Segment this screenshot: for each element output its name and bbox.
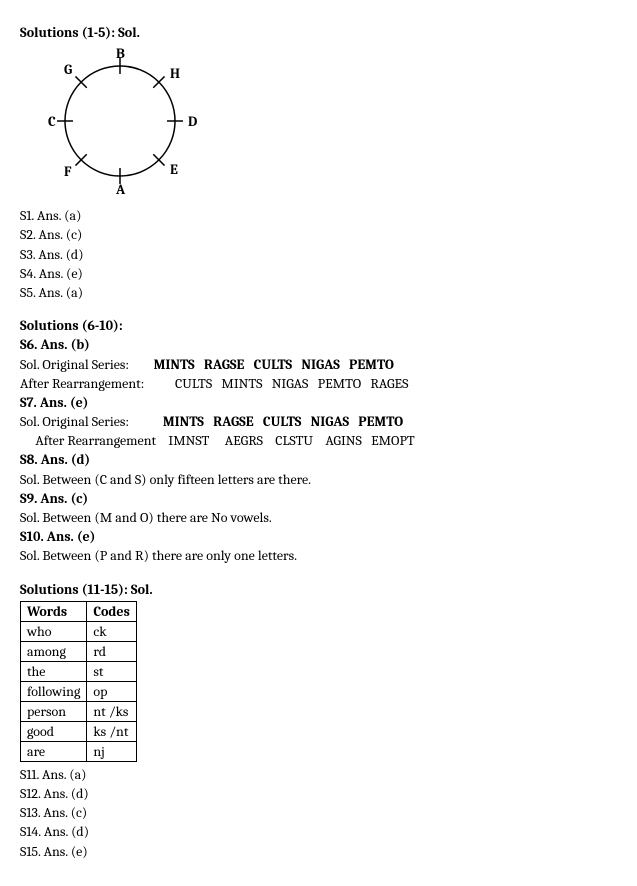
answer-line: S13. Ans. (c) — [20, 804, 617, 822]
table-cell: among — [21, 641, 87, 661]
table-row: followingop — [21, 681, 137, 701]
table-cell: ks /nt — [87, 721, 136, 741]
answer-line: S15. Ans. (e) — [20, 843, 617, 861]
sec3-heading: Solutions (11-15): Sol. — [20, 581, 617, 599]
s10-ans: S10. Ans. (e) — [20, 528, 617, 546]
table-header-row: WordsCodes — [21, 601, 137, 621]
table-row: thest — [21, 661, 137, 681]
table-row: amongrd — [21, 641, 137, 661]
answer-line: S5. Ans. (a) — [20, 284, 617, 302]
sec1-heading: Solutions (1-5): Sol. — [20, 24, 617, 42]
answer-line: S11. Ans. (a) — [20, 766, 617, 784]
table-cell: following — [21, 681, 87, 701]
svg-text:G: G — [64, 61, 72, 78]
circle-diagram: B H D E A F C G — [20, 46, 220, 201]
sec2-heading: Solutions (6-10): — [20, 317, 617, 335]
svg-text:A: A — [115, 181, 126, 198]
table-cell: the — [21, 661, 87, 681]
s9-exp: Sol. Between (M and O) there are No vowe… — [20, 509, 617, 527]
s10-exp: Sol. Between (P and R) there are only on… — [20, 547, 617, 565]
sec1-answers: S1. Ans. (a)S2. Ans. (c) S3. Ans. (d)S4. … — [20, 207, 617, 302]
svg-text:E: E — [170, 161, 178, 178]
table-row: whock — [21, 621, 137, 641]
table-row: goodks /nt — [21, 721, 137, 741]
sec3-answers: S11. Ans. (a)S12. Ans. (d)S13. Ans. (c)S… — [20, 766, 617, 861]
answer-line: S1. Ans. (a) — [20, 207, 617, 225]
table-cell: st — [87, 661, 136, 681]
table-cell: good — [21, 721, 87, 741]
s7-original: Sol. Original Series: MINTS RAGSE CULTS … — [20, 413, 617, 431]
table-row: personnt /ks — [21, 701, 137, 721]
table-cell: op — [87, 681, 136, 701]
answer-line: S2. Ans. (c) — [20, 226, 617, 244]
table-body: whockamongrdthestfollowingoppersonnt /ks… — [21, 621, 137, 761]
svg-text:D: D — [188, 113, 197, 130]
answer-line: S14. Ans. (d) — [20, 823, 617, 841]
s6-ans: S6. Ans. (b) — [20, 336, 617, 354]
answer-line: S12. Ans. (d) — [20, 785, 617, 803]
table-header-cell: Codes — [87, 601, 136, 621]
s6-rearranged: After Rearrangement: CULTS MINTS NIGAS P… — [20, 375, 617, 393]
table-cell: nt /ks — [87, 701, 136, 721]
table-cell: are — [21, 741, 87, 761]
s8-exp: Sol. Between (C and S) only fifteen lett… — [20, 471, 617, 489]
table-cell: who — [21, 621, 87, 641]
s7-ans: S7. Ans. (e) — [20, 394, 617, 412]
answer-line: S4. Ans. (e) — [20, 265, 617, 283]
answer-line: S3. Ans. (d) — [20, 246, 617, 264]
table-header-cell: Words — [21, 601, 87, 621]
s8-ans: S8. Ans. (d) — [20, 451, 617, 469]
table-cell: rd — [87, 641, 136, 661]
svg-text:B: B — [116, 46, 125, 62]
svg-text:F: F — [64, 163, 72, 180]
s6-original: Sol. Original Series: MINTS RAGSE CULTS … — [20, 356, 617, 374]
svg-text:C: C — [48, 113, 56, 130]
table-cell: person — [21, 701, 87, 721]
s7-rearranged: After Rearrangement IMNST AEGRS CLSTU AG… — [20, 432, 617, 450]
s9-ans: S9. Ans. (c) — [20, 490, 617, 508]
codes-table: WordsCodes whockamongrdthestfollowingopp… — [20, 601, 137, 762]
table-cell: nj — [87, 741, 136, 761]
svg-text:H: H — [170, 65, 180, 82]
table-row: arenj — [21, 741, 137, 761]
table-cell: ck — [87, 621, 136, 641]
